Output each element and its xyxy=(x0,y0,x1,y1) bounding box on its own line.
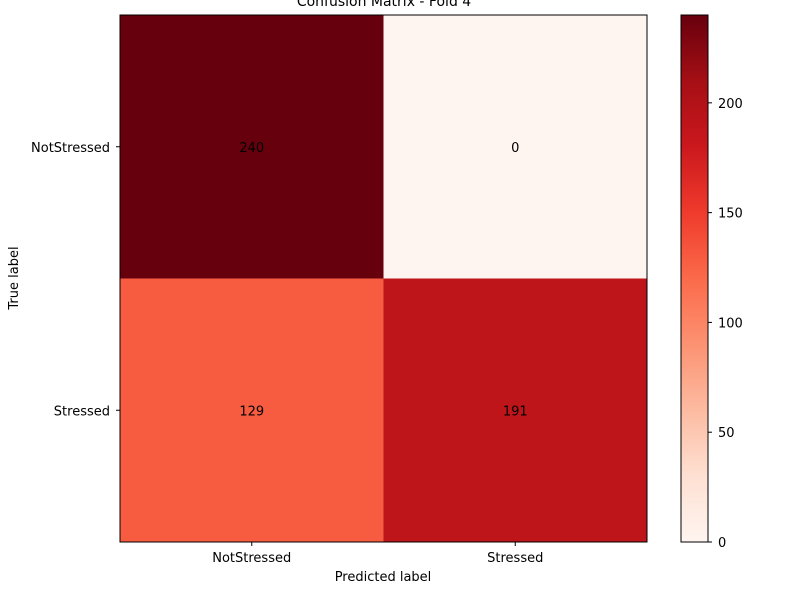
cell-value-label: 0 xyxy=(511,141,519,156)
chart-title: Confusion Matrix - Fold 4 xyxy=(297,0,471,10)
heatmap-cell xyxy=(383,278,647,542)
heatmap-cell-labels: 240 0 129 191 xyxy=(239,141,527,420)
colorbar-tick-label: 50 xyxy=(718,426,735,441)
heatmap-cell xyxy=(120,278,384,542)
plot-frame xyxy=(119,14,648,543)
cell-value-label: 240 xyxy=(239,141,264,156)
heatmap-cells xyxy=(120,15,647,542)
cell-value-label: 191 xyxy=(503,404,528,419)
colorbar-tick-label: 100 xyxy=(718,316,743,331)
y-tick-label: Stressed xyxy=(54,404,110,419)
heatmap-cell xyxy=(383,15,647,279)
x-tick-label: NotStressed xyxy=(212,551,291,566)
y-axis-label: True label xyxy=(7,246,22,310)
colorbar-tick-label: 150 xyxy=(718,207,743,222)
x-tick-label: Stressed xyxy=(487,551,543,566)
heatmap-cell xyxy=(120,15,384,279)
x-axis-ticks: NotStressed Stressed xyxy=(212,542,543,566)
x-axis-label: Predicted label xyxy=(335,570,432,585)
y-axis-ticks: NotStressed Stressed xyxy=(31,141,120,419)
cell-value-label: 129 xyxy=(239,404,264,419)
colorbar-tick-label: 200 xyxy=(718,97,743,112)
colorbar xyxy=(680,14,709,543)
colorbar-tick-label: 0 xyxy=(718,536,726,551)
colorbar-ticks: 0 50 100 150 200 xyxy=(708,97,743,551)
y-tick-label: NotStressed xyxy=(31,141,110,156)
